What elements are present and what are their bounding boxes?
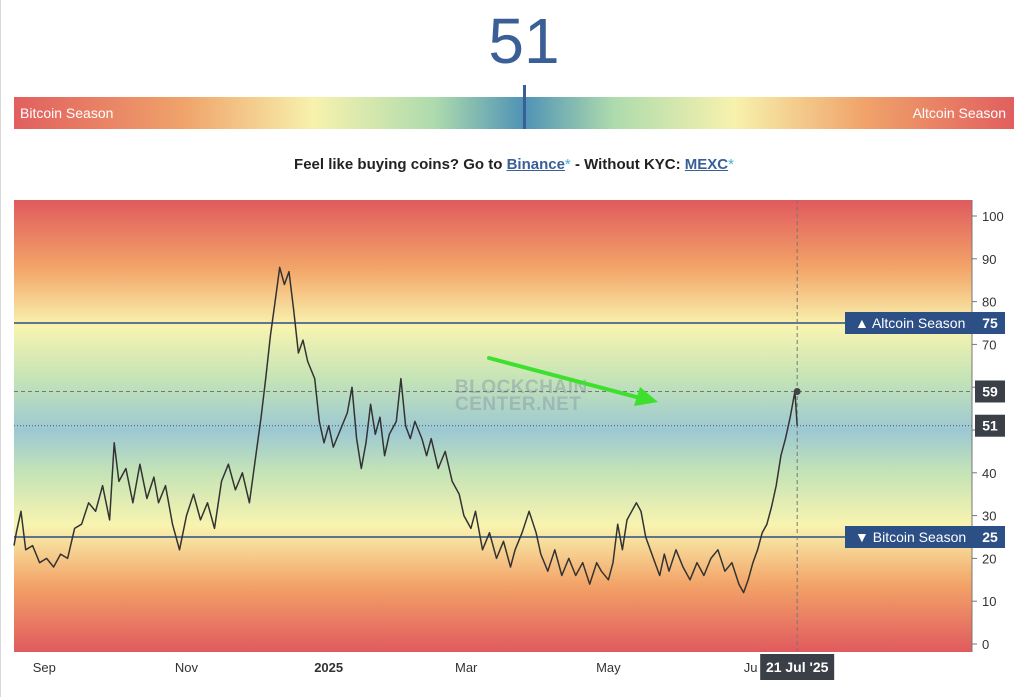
crosshair [14,200,972,652]
value-badges: ▲ Altcoin Season 75 ▼ Bitcoin Season 25 59 51… [760,312,1005,680]
mexc-link[interactable]: MEXC [684,156,729,173]
x-tick-label: 2025 [314,660,343,675]
watermark-text: CENTER.NET [455,394,581,415]
crosshair-point-marker [793,387,801,395]
x-tick-label: Ju [744,660,758,675]
reference-label: ▼ Bitcoin Season [855,529,966,545]
crosshair-value-label: 59 [982,383,998,399]
y-tick-label: 0 [982,637,989,652]
y-tick-label: 100 [982,209,1004,224]
green-arrow-shaft [487,356,642,400]
crosshair-value-badge [975,380,1005,403]
watermark-text: BLOCKCHAIN [455,377,588,398]
y-tick-label: 30 [982,509,996,524]
promo-separator: - Without KYC: [574,156,681,173]
y-tick-label: 70 [982,337,996,352]
reference-value: 25 [982,529,998,545]
altcoin-season-chart[interactable]: 0102030405060708090100 SepNov2025MarMayJ… [0,195,1024,697]
plot-background [14,200,972,652]
y-tick-label: 90 [982,252,996,267]
series-line [13,266,798,594]
binance-link[interactable]: Binance [506,156,565,173]
bitcoin-season-label: Bitcoin Season [20,105,114,121]
reference-label: ▲ Altcoin Season [855,315,965,331]
binance-asterisk: * [564,156,571,173]
promo-text: Feel like buying coins? Go to Binance* -… [0,156,1024,173]
reference-value: 75 [982,315,998,331]
y-tick-label: 80 [982,295,996,310]
x-tick-label: May [596,660,621,675]
crosshair-date-badge [760,654,835,680]
y-tick-label: 20 [982,551,996,566]
annotation-arrow [487,356,658,406]
x-tick-label: Nov [175,660,199,675]
x-tick-label: Sep [33,660,56,675]
reference-lines [14,322,972,538]
reference-label-badge [845,312,975,334]
left-border [0,0,1,697]
x-tick-label: Mar [455,660,478,675]
x-axis: Sep Nov 2025 Mar May Ju [33,660,758,675]
index-value: 51 [488,5,560,77]
series-layer [13,266,798,594]
season-gradient-bar: Bitcoin Season Altcoin Season [14,97,1014,129]
current-value-badge [975,414,1005,437]
green-arrow-head [634,387,658,406]
mexc-asterisk: * [728,156,734,173]
altcoin-season-label: Altcoin Season [912,105,1006,121]
end-marker-layer [793,387,801,395]
y-tick-label: 10 [982,594,996,609]
reference-label-badge [845,526,975,548]
reference-value-badge [975,526,1005,548]
y-tick-label: 40 [982,466,996,481]
promo-prefix: Feel like buying coins? Go to [294,156,503,173]
reference-value-badge [975,312,1005,334]
season-indicator-marker [523,85,526,129]
crosshair-date-label: 21 Jul '25 [766,659,829,675]
current-value-label: 51 [982,418,998,434]
